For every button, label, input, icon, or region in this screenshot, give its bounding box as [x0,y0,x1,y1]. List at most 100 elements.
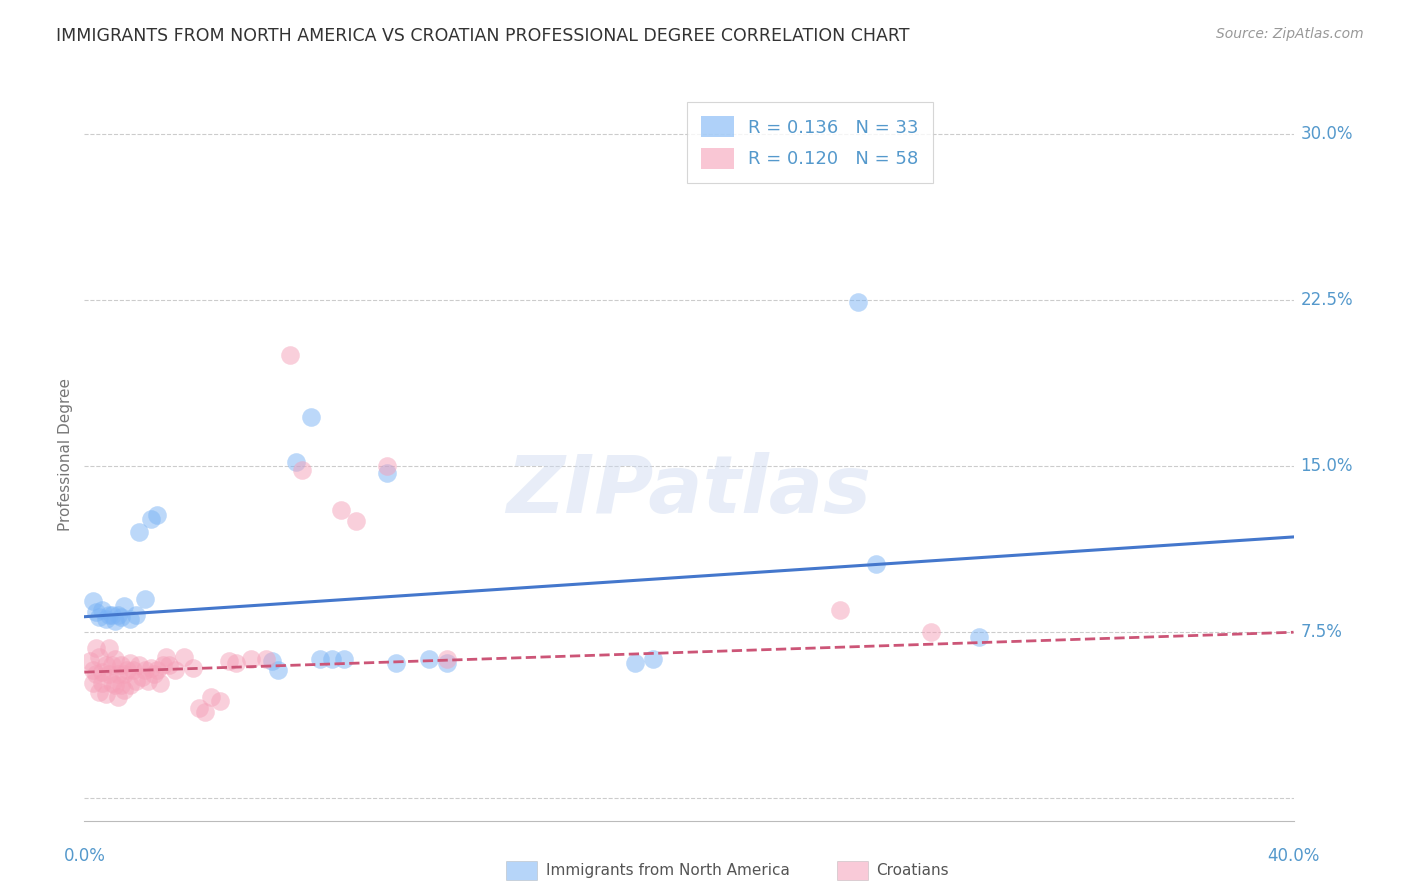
Point [920,625,942,640]
Point [967,630,990,644]
Point [110,658,132,673]
Text: 22.5%: 22.5% [1301,291,1353,309]
Point [104,678,127,692]
Text: 30.0%: 30.0% [1301,125,1353,143]
Point [112,667,135,681]
Point [118,657,141,671]
Point [128,658,150,673]
Point [142,667,165,681]
Point [86,667,108,681]
Point [194,705,217,719]
Point [284,454,308,468]
Text: 15.0%: 15.0% [1301,457,1353,475]
Point [79,654,101,668]
Point [181,661,204,675]
Point [97,640,120,655]
Point [128,525,150,540]
Point [100,607,122,622]
Point [149,676,172,690]
Point [267,663,290,677]
Point [110,609,132,624]
Text: Immigrants from North America: Immigrants from North America [546,863,789,878]
Point [125,607,148,622]
Point [115,663,138,677]
Point [330,503,353,517]
Point [375,458,398,473]
Point [104,652,127,666]
Point [89,609,111,624]
Point [173,649,195,664]
Text: ZIPatlas: ZIPatlas [506,452,872,531]
Point [218,654,240,668]
Point [200,690,222,704]
Point [125,673,148,688]
Point [260,654,283,668]
Point [100,658,122,673]
Point [278,348,301,362]
Point [225,657,247,671]
Point [107,607,129,622]
Point [104,614,127,628]
Point [107,667,129,681]
Point [112,599,135,613]
Text: Source: ZipAtlas.com: Source: ZipAtlas.com [1216,27,1364,41]
Point [299,410,322,425]
Text: 40.0%: 40.0% [1267,847,1320,865]
Point [89,649,111,664]
Point [112,682,135,697]
Point [239,652,262,666]
Point [94,658,117,673]
Point [86,605,108,619]
Point [384,657,406,671]
Point [846,295,869,310]
Point [134,663,156,677]
Point [146,508,169,522]
Point [136,673,159,688]
Point [436,657,458,671]
Point [91,603,114,617]
Point [97,607,120,622]
Point [94,687,117,701]
Point [121,663,143,677]
Point [82,663,104,677]
Point [309,652,332,666]
Point [436,652,458,666]
Point [91,665,114,680]
Point [418,652,440,666]
Point [97,667,120,681]
Point [163,663,186,677]
Point [139,512,162,526]
Point [82,676,104,690]
Point [830,603,852,617]
Point [107,690,129,704]
Text: IMMIGRANTS FROM NORTH AMERICA VS CROATIAN PROFESSIONAL DEGREE CORRELATION CHART: IMMIGRANTS FROM NORTH AMERICA VS CROATIA… [56,27,910,45]
Point [82,594,104,608]
Point [188,700,211,714]
Point [110,678,132,692]
Text: Croatians: Croatians [876,863,949,878]
Point [291,463,314,477]
Point [146,663,169,677]
Point [131,669,153,683]
Text: 7.5%: 7.5% [1301,624,1343,641]
Legend: R = 0.136   N = 33, R = 0.120   N = 58: R = 0.136 N = 33, R = 0.120 N = 58 [686,102,934,184]
Text: 0.0%: 0.0% [63,847,105,865]
Point [623,657,645,671]
Point [134,592,156,607]
Point [91,676,114,690]
Point [118,612,141,626]
Point [86,640,108,655]
Point [209,694,232,708]
Point [865,557,887,571]
Point [100,676,122,690]
Point [94,612,117,626]
Point [346,515,368,529]
Point [89,685,111,699]
Point [118,678,141,692]
Point [152,658,174,673]
Point [641,652,664,666]
Point [321,652,343,666]
Point [254,652,277,666]
Point [157,658,180,673]
Point [155,649,177,664]
